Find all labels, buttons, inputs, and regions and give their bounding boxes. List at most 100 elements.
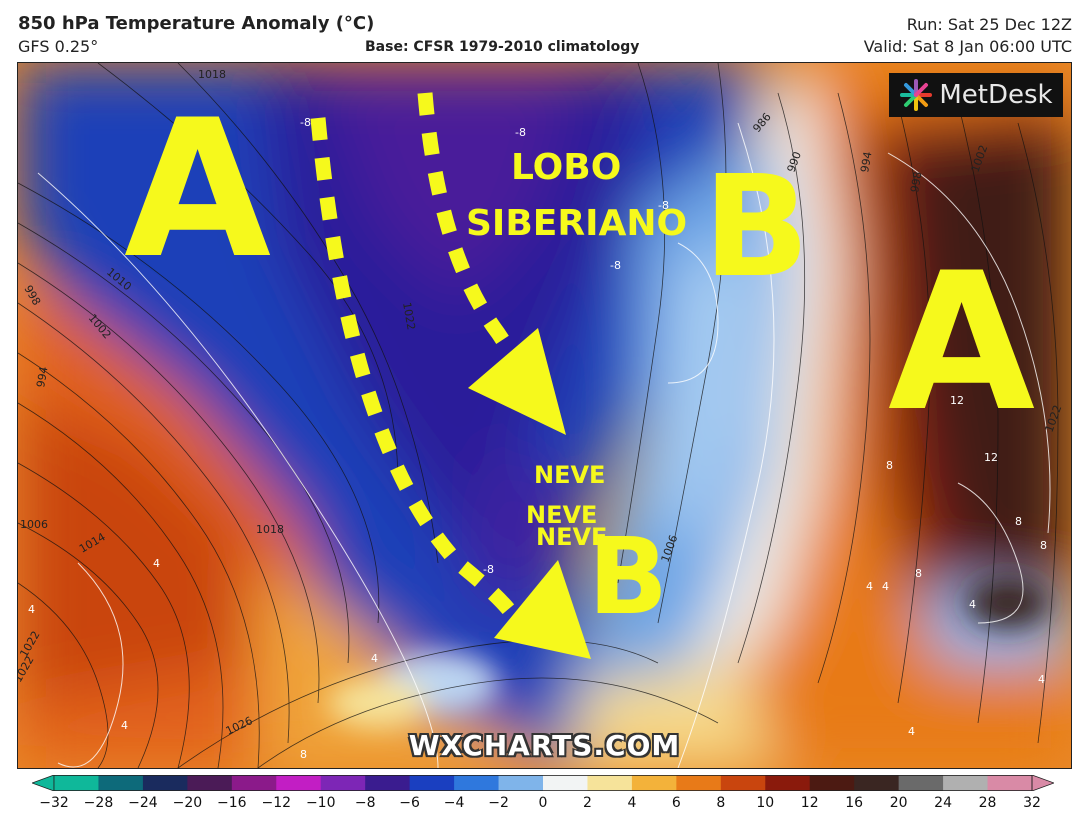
svg-text:1006: 1006 — [20, 518, 48, 531]
colorbar-tick-label: −8 — [354, 795, 376, 811]
svg-text:1018: 1018 — [198, 68, 226, 81]
neve-label-1: NEVE — [534, 461, 605, 489]
colorbar-segment — [676, 775, 722, 791]
weather-map: A B A B LOBO SIBERIANO NEVE NEVE NEVE 10… — [17, 62, 1072, 769]
colorbar — [32, 775, 1054, 791]
metdesk-logo-icon — [900, 79, 933, 111]
metdesk-logo-text: MetDesk — [939, 80, 1053, 110]
colorbar-segment — [898, 775, 944, 791]
svg-text:4: 4 — [882, 580, 889, 593]
high-west-label: A — [124, 79, 271, 300]
cold-flow-arrows — [310, 92, 591, 659]
colorbar-segment — [543, 775, 588, 791]
svg-text:4: 4 — [969, 598, 976, 611]
svg-text:8: 8 — [886, 459, 893, 472]
map-canvas: A B A B LOBO SIBERIANO NEVE NEVE NEVE 10… — [18, 63, 1071, 768]
temperature-field — [18, 63, 1071, 768]
valid-time: Valid: Sat 8 Jan 06:00 UTC — [863, 37, 1072, 56]
colorbar-segment — [54, 775, 99, 791]
colorbar-segment — [765, 775, 811, 791]
run-time: Run: Sat 25 Dec 12Z — [906, 15, 1072, 34]
isobars — [18, 63, 1059, 768]
colorbar-tick-label: 32 — [1023, 795, 1041, 811]
colorbar-tick-label: 4 — [627, 795, 637, 811]
colorbar-segment — [187, 775, 233, 791]
svg-text:4: 4 — [1038, 673, 1045, 686]
metdesk-logo: MetDesk — [889, 73, 1063, 117]
arrow-south-head — [494, 560, 591, 659]
colorbar-tick-label: 12 — [800, 795, 819, 811]
svg-text:4: 4 — [371, 652, 378, 665]
isotherm-labels: -8 -8 -8 -8 -8 12 12 8 8 8 4 4 4 4 4 4 4… — [28, 116, 1047, 761]
colorbar-tick-label: −12 — [261, 795, 292, 811]
colorbar-tick-label: 2 — [582, 795, 592, 811]
colorbar-tick-label: 28 — [978, 795, 997, 811]
colorbar-tick-label: −6 — [399, 795, 420, 811]
arrow-north-head — [468, 328, 566, 435]
svg-text:994: 994 — [858, 151, 874, 174]
svg-text:12: 12 — [950, 394, 964, 407]
colorbar-segment — [943, 775, 989, 791]
colorbar-ticks: −32 −28 −24 −20 −16 −12 −10 −8 −6 −4 −2 0 2 4 6 8 10 12 16… — [0, 795, 1088, 819]
svg-text:4: 4 — [121, 719, 128, 732]
colorbar-tick-label: −4 — [443, 795, 465, 811]
colorbar-frame — [53, 775, 1033, 791]
colorbar-segment — [498, 775, 544, 791]
colorbar-segment — [142, 775, 188, 791]
colorbar-tick-label: −16 — [217, 795, 247, 811]
neve-label-3: NEVE — [536, 523, 607, 551]
climatology-base: Base: CFSR 1979-2010 climatology — [365, 39, 640, 55]
arrow-west-path — [310, 117, 525, 627]
svg-text:998: 998 — [908, 171, 924, 194]
svg-text:-8: -8 — [658, 199, 669, 212]
svg-text:8: 8 — [915, 567, 922, 580]
colorbar-segment — [320, 775, 366, 791]
colorbar-tick-label: 24 — [934, 795, 952, 811]
colorbar-tick-label: 0 — [538, 795, 548, 811]
low-north-label: B — [703, 146, 810, 309]
colorbar-tick-label: 20 — [889, 795, 908, 811]
colorbar-tick-label: −28 — [83, 795, 114, 811]
model-label: GFS 0.25° — [18, 37, 99, 56]
colorbar-tick-label: −2 — [488, 795, 509, 811]
svg-text:8: 8 — [1040, 539, 1047, 552]
colorbar-tick-label: 10 — [756, 795, 775, 811]
svg-text:4: 4 — [866, 580, 873, 593]
chart-title: 850 hPa Temperature Anomaly (°C) — [18, 13, 375, 34]
svg-text:12: 12 — [984, 451, 998, 464]
colorbar-segment — [365, 775, 411, 791]
svg-text:-8: -8 — [483, 563, 494, 576]
high-east-label: A — [888, 232, 1035, 453]
colorbar-segment — [231, 775, 277, 791]
svg-text:-8: -8 — [300, 116, 311, 129]
colorbar-tick-label: −20 — [172, 795, 203, 811]
colorbar-segment — [587, 775, 633, 791]
isotherms — [37, 122, 1051, 768]
colorbar-segment — [809, 775, 855, 791]
siberiano-label: SIBERIANO — [466, 203, 687, 244]
svg-text:4: 4 — [908, 725, 915, 738]
colorbar-segment — [276, 775, 322, 791]
wxcharts-watermark: WXCHARTS.COM — [408, 729, 681, 762]
colorbar-segment — [631, 775, 677, 791]
svg-text:994: 994 — [34, 366, 50, 389]
lobo-label: LOBO — [511, 147, 621, 188]
colorbar-tick-label: −32 — [39, 795, 69, 811]
colorbar-tick-label: 8 — [716, 795, 726, 811]
svg-text:1018: 1018 — [256, 523, 284, 536]
neve-label-2: NEVE — [526, 501, 597, 529]
svg-text:4: 4 — [28, 603, 35, 616]
svg-text:8: 8 — [300, 748, 307, 761]
colorbar-tick-label: 6 — [671, 795, 681, 811]
colorbar-segment — [98, 775, 144, 791]
colorbar-segment — [409, 775, 455, 791]
colorbar-tick-label: −24 — [128, 795, 158, 811]
colorbar-segment — [854, 775, 900, 791]
svg-text:-8: -8 — [515, 126, 526, 139]
colorbar-segment — [987, 775, 1033, 791]
svg-text:4: 4 — [153, 557, 160, 570]
colorbar-tick-label: 16 — [845, 795, 864, 811]
colorbar-segment — [720, 775, 766, 791]
svg-text:1022: 1022 — [400, 301, 418, 331]
colorbar-min-extension — [32, 775, 55, 791]
